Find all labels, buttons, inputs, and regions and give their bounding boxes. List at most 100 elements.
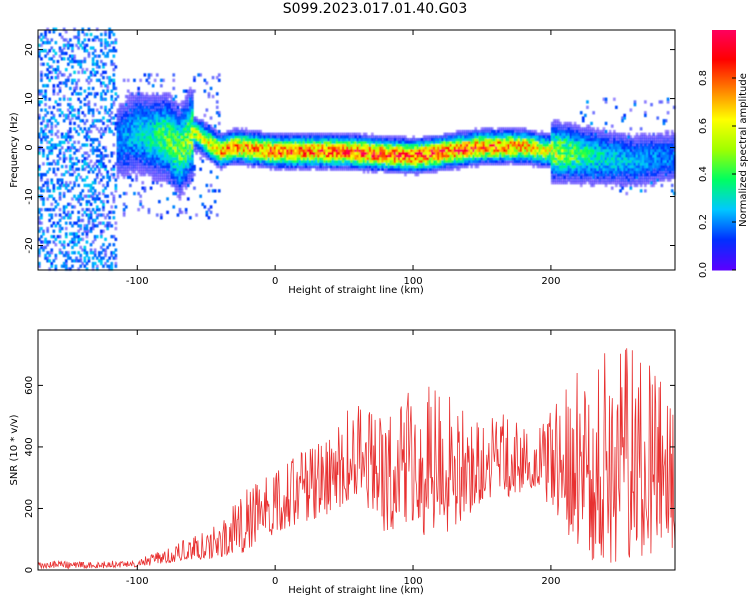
spectrogram-cell xyxy=(182,138,186,142)
spectrogram-cell xyxy=(246,146,250,150)
spectrogram-cell xyxy=(226,148,229,153)
spectrogram-cell xyxy=(73,221,76,225)
spectrogram-cell xyxy=(259,143,262,147)
spectrogram-cell xyxy=(116,113,120,118)
spectrogram-cell xyxy=(284,148,287,153)
spectrogram-cell xyxy=(201,140,205,144)
spectrogram-cell xyxy=(445,159,449,163)
spectrogram-cell xyxy=(488,162,492,166)
spectrogram-cell xyxy=(350,143,353,147)
spectrogram-cell xyxy=(126,97,130,101)
spectrogram-cell xyxy=(40,70,43,74)
spectrogram-cell xyxy=(532,151,535,155)
spectrogram-cell xyxy=(64,84,68,88)
spectrogram-cell xyxy=(433,167,436,171)
spectrogram-cell xyxy=(257,129,260,134)
spectrogram-cell xyxy=(116,132,120,136)
spectrogram-cell xyxy=(249,162,252,166)
spectrogram-cell xyxy=(222,146,225,150)
spectrogram-cell xyxy=(246,164,250,169)
spectrogram-cell xyxy=(147,132,151,136)
spectrogram-cell xyxy=(189,175,192,179)
spectrogram-cell xyxy=(459,151,463,155)
spectrogram-cell xyxy=(104,84,107,88)
spectrogram-cell xyxy=(98,38,101,42)
spectrogram-cell xyxy=(95,92,99,96)
spectrogram-cell xyxy=(137,151,140,155)
spectrogram-cell xyxy=(77,38,80,42)
spectrogram-cell xyxy=(112,41,116,45)
spectrogram-cell xyxy=(350,140,353,144)
spectrogram-cell xyxy=(46,27,49,31)
spectrogram-cell xyxy=(528,151,531,155)
spectrogram-cell xyxy=(559,129,562,134)
spectrogram-cell xyxy=(126,154,130,158)
spectrogram-cell xyxy=(228,138,231,142)
spectrogram-cell xyxy=(455,132,459,136)
spectrogram-cell xyxy=(52,229,56,233)
spectrogram-cell xyxy=(184,132,188,136)
spectrogram-cell xyxy=(129,156,132,161)
spectrogram-cell xyxy=(124,111,128,115)
spectrogram-cell xyxy=(513,143,517,147)
spectrogram-cell xyxy=(67,146,70,150)
spectrogram-cell xyxy=(149,97,153,101)
spectrogram-cell xyxy=(102,205,105,209)
spectrogram-cell xyxy=(170,108,174,112)
spectrogram-cell xyxy=(517,148,521,153)
spectrogram-cell xyxy=(501,151,504,155)
spectrogram-cell xyxy=(158,156,161,161)
spectrogram-cell xyxy=(265,159,269,163)
spectrogram-cell xyxy=(186,178,190,182)
spectrogram-cell xyxy=(329,148,333,153)
spectrogram-cell xyxy=(431,164,434,169)
spectrogram-cell xyxy=(139,116,142,120)
spectrogram-cell xyxy=(155,167,159,171)
spectrogram-cell xyxy=(166,175,169,179)
spectrogram-cell xyxy=(116,175,120,179)
spectrogram-cell xyxy=(534,148,538,153)
spectrogram-cell xyxy=(145,132,149,136)
spectrogram-cell xyxy=(294,146,298,150)
spectrogram-cell xyxy=(201,119,205,123)
spectrogram-cell xyxy=(168,100,171,104)
spectrogram-cell xyxy=(168,162,171,166)
spectrogram-cell xyxy=(164,151,167,155)
spectrogram-cell xyxy=(379,146,382,150)
spectrogram-cell xyxy=(147,170,151,174)
spectrogram-cell xyxy=(557,173,560,177)
spectrogram-cell xyxy=(213,138,217,142)
spectrogram-cell xyxy=(304,159,308,163)
spectrogram-cell xyxy=(393,162,397,166)
spectrogram-cell xyxy=(447,162,451,166)
spectrogram-cell xyxy=(67,129,70,134)
spectrogram-cell xyxy=(69,213,72,217)
spectrogram-cell xyxy=(50,248,54,252)
spectrogram-cell xyxy=(296,156,300,161)
spectrogram-cell xyxy=(240,138,244,142)
spectrogram-cell xyxy=(563,154,566,158)
spectrogram-cell xyxy=(170,156,174,161)
spectrogram-cell xyxy=(561,173,564,177)
spectrogram-cell xyxy=(153,103,157,107)
spectrogram-cell xyxy=(116,116,120,120)
spectrogram-cell xyxy=(182,105,186,109)
spectrogram-cell xyxy=(453,164,457,169)
spectrogram-cell xyxy=(174,135,178,139)
spectrogram-cell xyxy=(158,116,161,120)
spectrogram-cell xyxy=(91,224,95,228)
spectrogram-cell xyxy=(168,170,171,174)
spectrogram-cell xyxy=(50,124,54,128)
spectrogram-cell xyxy=(48,129,51,134)
spectrogram-cell xyxy=(151,178,155,182)
spectrogram-cell xyxy=(155,213,159,217)
spectrogram-cell xyxy=(337,135,341,139)
spectrogram-cell xyxy=(271,151,275,155)
spectrogram-cell xyxy=(149,132,153,136)
spectrogram-cell xyxy=(83,135,87,139)
spectrogram-cell xyxy=(364,132,368,136)
spectrogram-cell xyxy=(513,159,517,163)
spectrogram-cell xyxy=(565,173,569,177)
spectrogram-cell xyxy=(424,156,428,161)
spectrogram-cell xyxy=(48,259,51,263)
